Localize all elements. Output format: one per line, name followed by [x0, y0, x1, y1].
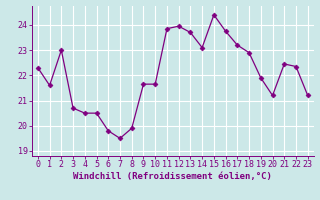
X-axis label: Windchill (Refroidissement éolien,°C): Windchill (Refroidissement éolien,°C) — [73, 172, 272, 181]
